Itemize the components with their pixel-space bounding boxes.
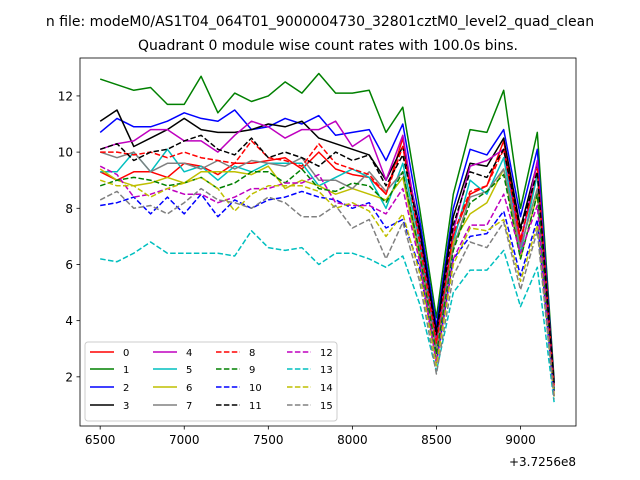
x-tick-label: 9000: [505, 433, 536, 447]
series-line-8: [100, 140, 555, 389]
legend-label-9: 9: [249, 365, 255, 376]
x-tick-label: 8500: [421, 433, 452, 447]
x-tick-label: 7500: [253, 433, 284, 447]
chart-title: Quadrant 0 module wise count rates with …: [138, 38, 518, 54]
legend-label-1: 1: [123, 365, 129, 376]
y-tick-label: 12: [58, 89, 73, 103]
legend-label-4: 4: [186, 348, 192, 359]
series-line-12: [99, 165, 555, 397]
y-tick-label: 8: [65, 202, 73, 216]
series-line-9: [99, 168, 555, 391]
series-line-4: [99, 120, 555, 389]
legend-label-12: 12: [320, 348, 333, 359]
legend-box: [84, 341, 338, 422]
y-tick-label: 4: [65, 314, 73, 328]
y-tick-label: 2: [65, 370, 73, 384]
legend-label-7: 7: [186, 401, 192, 412]
plot-area: 6500 7000 7500 8000 8500 90002468101201234567…: [58, 57, 577, 447]
x-axis-offset-label: +3.7256e8: [509, 455, 576, 469]
legend-label-3: 3: [123, 401, 129, 412]
series-line-1: [99, 72, 555, 380]
series-line-7: [99, 151, 555, 391]
legend-label-2: 2: [123, 383, 129, 394]
series-line-5: [100, 148, 555, 391]
x-tick-label: 8000: [337, 433, 368, 447]
series-line-15: [99, 187, 555, 400]
legend-label-5: 5: [186, 365, 192, 376]
figure-suptitle: n file: modeM0/AS1T04_064T01_9000004730_…: [46, 14, 594, 30]
series-line-14: [99, 176, 555, 397]
legend-label-8: 8: [249, 348, 255, 359]
legend-label-10: 10: [249, 383, 262, 394]
series-line-3: [99, 109, 555, 383]
legend-label-14: 14: [320, 383, 333, 394]
series-line-10: [100, 190, 555, 397]
axes-frame: [79, 57, 577, 427]
y-tick-label: 10: [58, 146, 73, 160]
legend-label-6: 6: [186, 383, 192, 394]
series-line-0: [99, 137, 555, 386]
x-tick-label: 6500: [85, 433, 116, 447]
series-line-13: [100, 230, 555, 403]
legend-label-11: 11: [249, 401, 262, 412]
legend-label-0: 0: [123, 348, 129, 359]
legend-label-15: 15: [320, 401, 333, 412]
series-line-11: [99, 134, 555, 386]
y-tick-label: 6: [65, 258, 73, 272]
legend-label-13: 13: [320, 365, 333, 376]
x-tick-label: 7000: [169, 433, 200, 447]
